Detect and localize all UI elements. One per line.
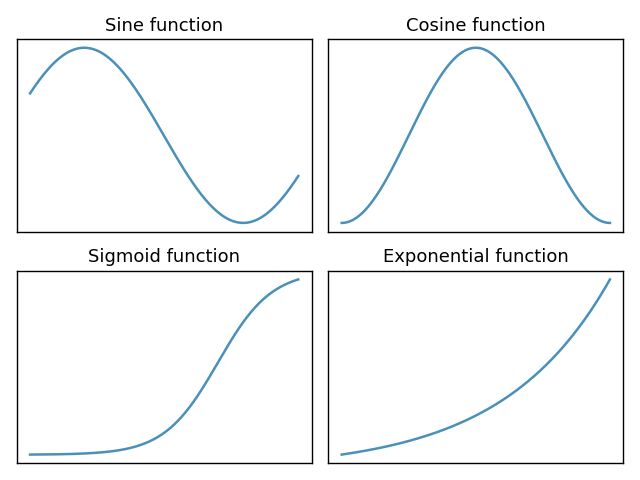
Title: Sigmoid function: Sigmoid function bbox=[88, 248, 240, 266]
Title: Exponential function: Exponential function bbox=[383, 248, 569, 266]
Title: Sine function: Sine function bbox=[105, 17, 223, 35]
Title: Cosine function: Cosine function bbox=[406, 17, 546, 35]
